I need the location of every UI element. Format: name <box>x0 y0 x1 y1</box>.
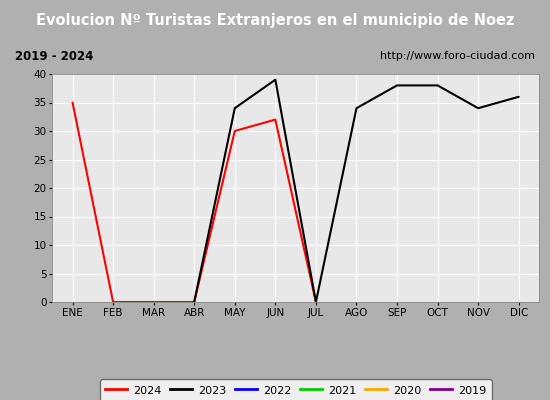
Legend: 2024, 2023, 2022, 2021, 2020, 2019: 2024, 2023, 2022, 2021, 2020, 2019 <box>100 380 492 400</box>
Text: http://www.foro-ciudad.com: http://www.foro-ciudad.com <box>380 51 535 61</box>
Text: Evolucion Nº Turistas Extranjeros en el municipio de Noez: Evolucion Nº Turistas Extranjeros en el … <box>36 14 514 28</box>
Text: 2019 - 2024: 2019 - 2024 <box>15 50 94 63</box>
